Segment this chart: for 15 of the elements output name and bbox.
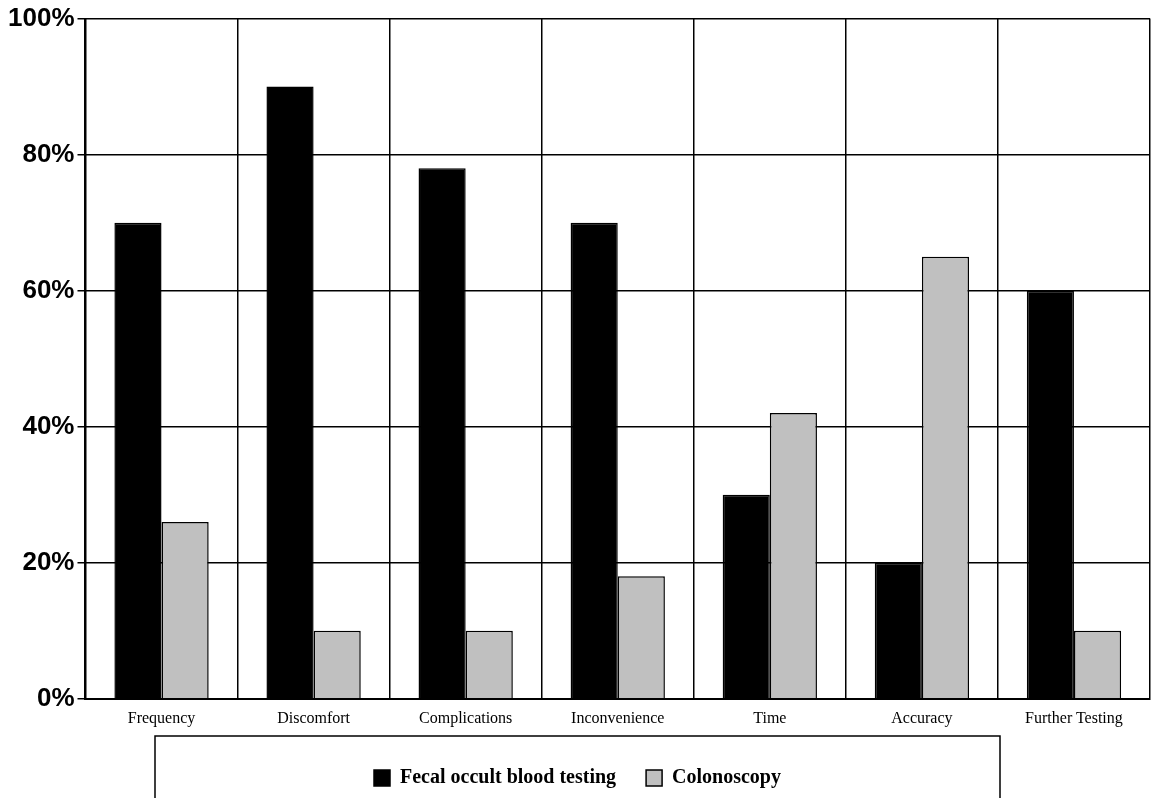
x-tick-label: Complications [419, 708, 513, 727]
y-tick-label: 100% [8, 1, 75, 32]
y-tick-label: 80% [22, 137, 75, 168]
legend-label: Fecal occult blood testing [400, 765, 617, 789]
x-tick-label: Inconvenience [571, 708, 665, 726]
x-tick-label: Time [753, 708, 787, 726]
x-tick-label: Frequency [127, 708, 196, 727]
y-tick-label: 20% [22, 545, 75, 576]
x-tick-label: Accuracy [891, 708, 953, 727]
x-tick-label: Discomfort [277, 708, 351, 726]
y-tick-label: 60% [22, 273, 75, 304]
legend-label: Colonoscopy [672, 765, 781, 789]
x-tick-label: Further Testing [1025, 708, 1123, 727]
y-tick-label: 0% [36, 681, 75, 712]
y-tick-label: 40% [22, 409, 75, 440]
